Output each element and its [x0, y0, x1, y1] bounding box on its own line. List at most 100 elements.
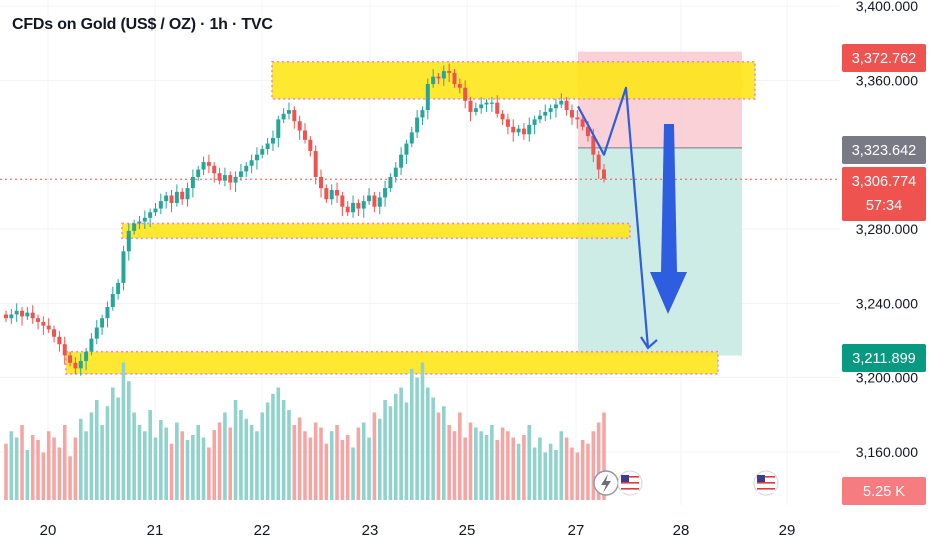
candle-body: [388, 176, 393, 189]
candle-body: [335, 189, 340, 196]
candle-body: [457, 84, 462, 88]
volume-bar: [292, 425, 297, 500]
projection-path: [577, 86, 650, 349]
stop-price-label: 3,372.762: [842, 44, 926, 72]
volume-bar: [554, 450, 558, 500]
volume-bar: [495, 440, 500, 500]
volume-bar: [586, 443, 590, 500]
volume-bar: [41, 452, 46, 500]
candle-body: [36, 318, 41, 322]
volume-bar: [255, 431, 259, 500]
volume-bar: [25, 450, 30, 500]
volume-bar: [420, 362, 425, 500]
position-zones: [65, 51, 756, 375]
target-price-label-text: 3,211.899: [852, 351, 915, 367]
candle-body: [174, 191, 179, 203]
volume-bar: [153, 437, 158, 500]
candle-body: [158, 201, 163, 209]
volume-bar: [468, 422, 473, 500]
volume-bars: [4, 362, 606, 500]
volume-bar: [372, 412, 377, 500]
candle-body: [100, 318, 105, 328]
candle-body: [511, 126, 516, 133]
volume-bar: [68, 456, 72, 500]
candles: [4, 63, 606, 376]
candle-body: [84, 351, 89, 361]
volume-bar: [46, 431, 51, 500]
candle-body: [319, 176, 324, 189]
volume-bar: [116, 397, 120, 500]
candle-body: [260, 149, 265, 155]
candle-body: [495, 102, 500, 114]
y-tick-label: 3,400.000: [856, 0, 918, 14]
candle-body: [377, 197, 382, 207]
candle-body: [580, 119, 585, 127]
volume-bar: [361, 422, 366, 500]
candle-body: [569, 110, 574, 118]
volume-bar: [506, 431, 510, 500]
stop-price-label-bg: [842, 44, 926, 72]
x-tick-label: 22: [254, 522, 271, 539]
volume-bar: [78, 418, 83, 500]
x-tick-label: 27: [568, 522, 585, 539]
volume-bar: [14, 437, 19, 500]
candle-body: [41, 321, 46, 326]
volume-bar: [543, 452, 548, 500]
y-tick-label: 3,280.000: [856, 221, 918, 237]
volume-bar: [84, 431, 88, 500]
volume-label-bg: [842, 477, 926, 505]
candle-body: [340, 195, 345, 207]
candle-body: [25, 312, 30, 317]
candle-body: [212, 165, 217, 174]
candle-body: [78, 360, 83, 369]
volume-bar: [345, 435, 350, 500]
candle-body: [265, 143, 270, 150]
candle-body: [489, 102, 494, 104]
candle-body: [399, 154, 404, 168]
current-price-label-bg: [842, 167, 926, 221]
candle-body: [217, 173, 222, 181]
volume-bar: [223, 412, 227, 500]
volume-bar: [442, 406, 446, 500]
flag-canton: [621, 475, 629, 482]
candle-body: [153, 208, 158, 213]
candle-body: [383, 188, 388, 198]
volume-bar: [527, 425, 532, 500]
volume-bar: [383, 400, 387, 500]
candle-body: [286, 110, 291, 114]
candle-body: [367, 195, 372, 202]
candle-body: [297, 121, 302, 131]
flag-stripe: [757, 482, 775, 484]
volume-bar: [409, 368, 414, 500]
volume-bar: [436, 412, 441, 500]
volume-bar: [105, 406, 110, 500]
volume-bar: [100, 425, 104, 500]
candle-body: [57, 336, 62, 345]
volume-bar: [196, 425, 201, 500]
volume-bar: [89, 412, 94, 500]
volume-bar: [431, 397, 435, 500]
volume-bar: [356, 427, 361, 500]
volume-bar: [228, 427, 233, 500]
volume-bar: [308, 437, 313, 500]
x-tick-label: 23: [362, 522, 379, 539]
volume-bar: [180, 431, 184, 500]
volume-bar: [388, 406, 393, 500]
volume-bar: [110, 387, 115, 500]
flag-stripe: [621, 485, 639, 487]
volume-bar: [164, 427, 168, 500]
candle-body: [180, 191, 185, 200]
candle-body: [308, 139, 313, 151]
volume-bar: [532, 447, 537, 500]
volume-bar: [404, 402, 409, 500]
current-price-label: 3,306.774 57:34: [842, 167, 926, 221]
candle-body: [201, 162, 206, 170]
candle-body: [441, 71, 446, 79]
volume-bar: [249, 425, 254, 500]
volume-bar: [591, 431, 596, 500]
candle-body: [303, 130, 307, 140]
volume-bar: [297, 417, 302, 500]
volume-bar: [185, 440, 190, 500]
